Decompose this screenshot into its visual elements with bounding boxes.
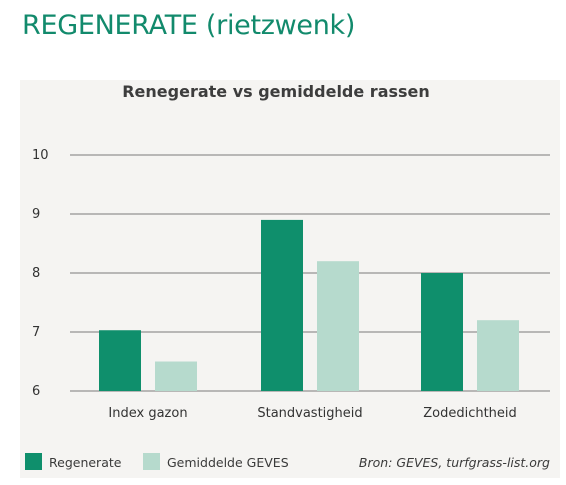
y-tick-label: 6 [32,384,40,399]
x-tick-label: Standvastigheid [257,406,362,421]
bar-regenerate [99,330,141,391]
y-tick-label: 7 [32,325,40,340]
x-tick-label: Index gazon [108,406,187,421]
y-tick-label: 10 [32,148,49,163]
chart-source: Bron: GEVES, turfgrass-list.org [359,455,550,470]
legend-swatch [143,453,160,470]
bar-chart: Renegerate vs gemiddelde rassen 6 7 8 9 10 I… [25,82,550,470]
y-tick-label: 9 [32,207,40,222]
bar-regenerate [421,273,463,391]
x-tick-label: Zodedichtheid [423,406,517,421]
page-heading: REGENERATE (rietzwenk) [22,10,356,41]
bar-gemiddelde-geves [477,320,519,391]
bar-gemiddelde-geves [155,361,197,391]
chart-title: Renegerate vs gemiddelde rassen [122,82,430,101]
legend-label: Regenerate [49,455,122,470]
bar-regenerate [261,219,303,391]
chart-card: Renegerate vs gemiddelde rassen 6 7 8 9 10 I… [20,80,560,478]
legend-swatch [25,453,42,470]
legend-label: Gemiddelde GEVES [167,455,289,470]
bar-gemiddelde-geves [317,261,359,391]
y-tick-label: 8 [32,266,40,281]
